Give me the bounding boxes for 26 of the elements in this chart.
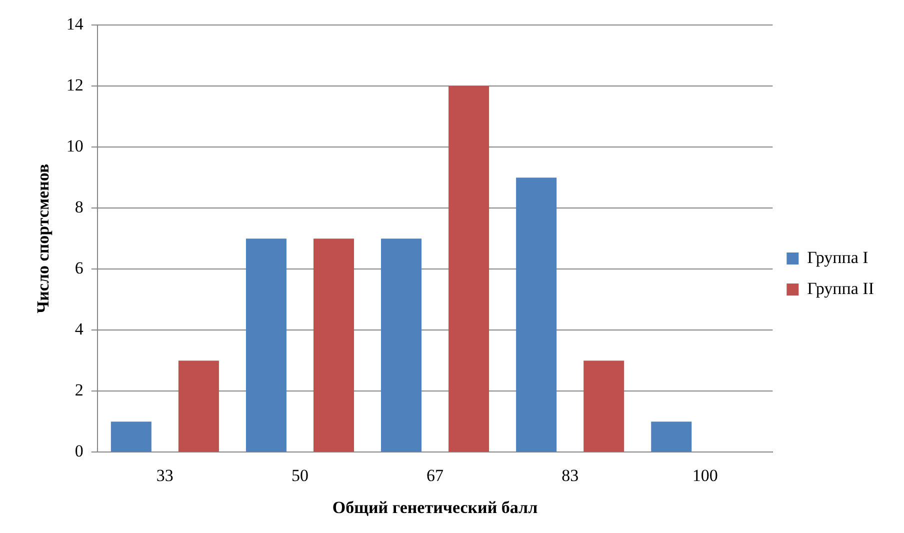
bar	[651, 422, 692, 452]
bar	[313, 238, 354, 452]
bar	[584, 360, 624, 452]
y-tick-label: 12	[66, 75, 84, 94]
y-tick-label: 0	[74, 442, 84, 461]
legend-label: Группа II	[807, 278, 874, 298]
x-tick-label: 50	[291, 466, 308, 485]
legend-label: Группа I	[807, 248, 869, 267]
y-tick-label: 14	[66, 14, 84, 34]
x-tick-label: 67	[426, 466, 444, 485]
bar	[246, 238, 286, 452]
x-tick-label: 100	[692, 466, 718, 485]
y-tick-label: 8	[74, 198, 84, 217]
x-tick-label: 83	[562, 466, 579, 485]
y-axis-title: Число спортсменов	[34, 164, 53, 314]
x-axis-title: Общий генетический балл	[332, 498, 538, 518]
bar	[110, 422, 152, 452]
bar	[448, 86, 490, 452]
x-tick-label: 33	[156, 466, 174, 485]
y-tick-label: 10	[66, 136, 84, 156]
bar	[381, 238, 422, 452]
bar	[516, 178, 557, 452]
bar	[178, 360, 219, 452]
y-tick-label: 4	[74, 320, 84, 339]
y-tick-label: 6	[74, 258, 84, 278]
y-tick-label: 2	[74, 380, 84, 400]
